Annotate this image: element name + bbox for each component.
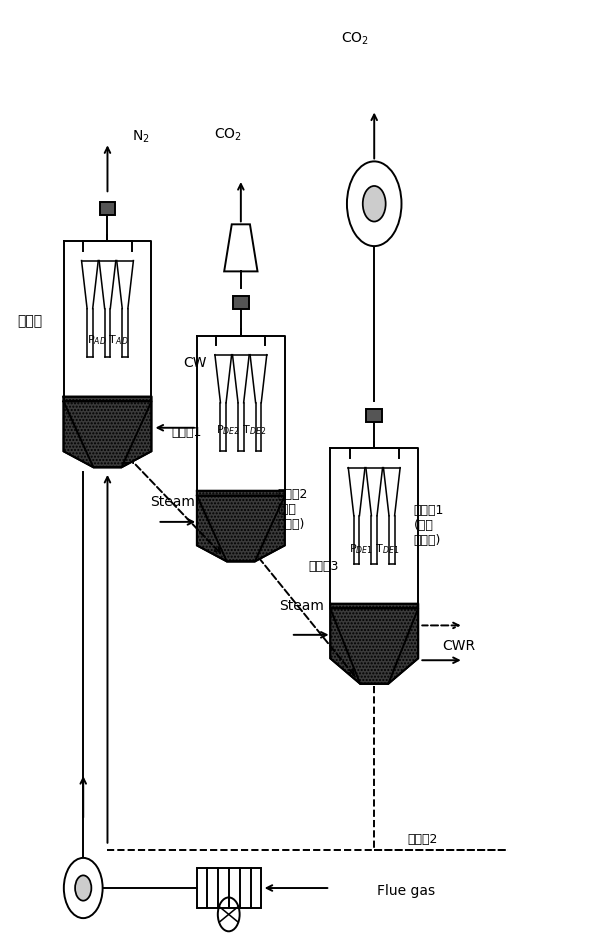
Text: Steam: Steam — [150, 495, 195, 509]
Text: N$_2$: N$_2$ — [132, 128, 149, 145]
Text: 탈착탑2
(저압
탈착탑): 탈착탑2 (저압 탈착탑) — [277, 488, 308, 531]
Bar — [197, 868, 261, 908]
Text: 탈착탑1
(고온
탈착탑): 탈착탑1 (고온 탈착탑) — [414, 504, 444, 548]
Text: 이송관1: 이송관1 — [171, 426, 202, 439]
Polygon shape — [197, 491, 285, 562]
Text: 이송관2: 이송관2 — [407, 833, 438, 846]
Circle shape — [64, 858, 103, 919]
Text: Flue gas: Flue gas — [377, 884, 435, 898]
Text: P$_{DE2}$ T$_{DE2}$: P$_{DE2}$ T$_{DE2}$ — [216, 423, 266, 436]
Polygon shape — [63, 396, 152, 467]
Bar — [100, 202, 115, 215]
Text: 흡착탑: 흡착탑 — [18, 314, 43, 329]
Text: CO$_2$: CO$_2$ — [214, 126, 242, 143]
Text: Steam: Steam — [279, 598, 324, 613]
Text: CW: CW — [183, 356, 207, 370]
Circle shape — [363, 186, 385, 222]
Bar — [233, 295, 248, 310]
Circle shape — [347, 161, 401, 246]
Text: P$_{AD}$ T$_{AD}$: P$_{AD}$ T$_{AD}$ — [86, 333, 128, 347]
Text: P$_{DE1}$ T$_{DE1}$: P$_{DE1}$ T$_{DE1}$ — [349, 542, 400, 556]
Text: 이송관3: 이송관3 — [309, 560, 339, 573]
Polygon shape — [330, 604, 418, 683]
Bar — [367, 409, 382, 422]
Circle shape — [75, 875, 91, 901]
Text: CO$_2$: CO$_2$ — [341, 31, 369, 47]
Text: CWR: CWR — [443, 639, 476, 653]
